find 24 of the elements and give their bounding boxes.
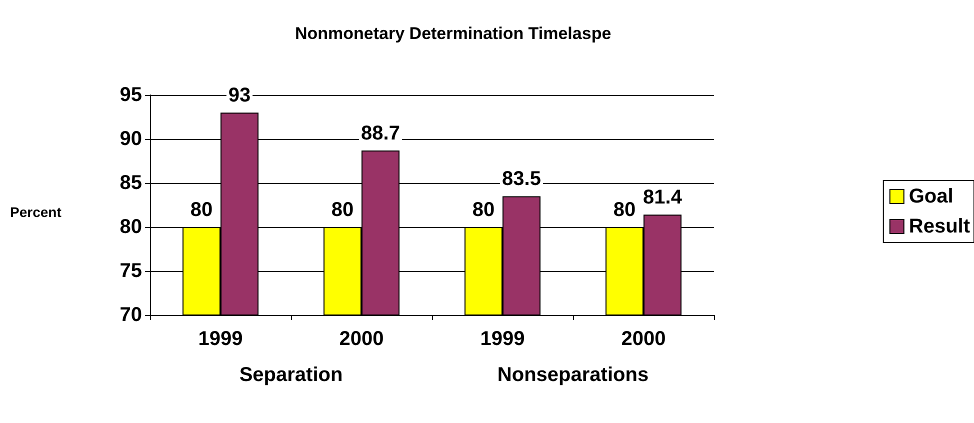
- data-label: 88.7: [361, 122, 400, 144]
- data-label: 80: [472, 199, 495, 221]
- x-tick-label: 2000: [339, 328, 384, 350]
- y-axis-title: Percent: [10, 204, 62, 220]
- chart-title: Nonmonetary Determination Timelaspe: [295, 24, 612, 43]
- x-tick-label: 1999: [198, 328, 243, 350]
- x-tick-label: 1999: [480, 328, 525, 350]
- y-tick-label: 70: [120, 304, 142, 326]
- data-label: 80: [613, 199, 636, 221]
- y-tick-label: 95: [120, 84, 142, 106]
- data-label: 80: [331, 199, 354, 221]
- data-label: 83.5: [502, 168, 541, 190]
- text: Separation: [239, 364, 343, 386]
- y-tick-label: 90: [120, 128, 142, 150]
- y-tick-label: 80: [120, 216, 142, 238]
- x-tick-label: 2000: [621, 328, 666, 350]
- y-tick-label: 85: [120, 172, 142, 194]
- legend-label: Result: [908, 216, 970, 238]
- y-tick-label: 75: [120, 260, 142, 282]
- data-label: 93: [228, 84, 251, 107]
- data-label: 81.4: [643, 186, 683, 209]
- text: Nonseparations: [497, 364, 649, 386]
- data-label: 80: [190, 199, 213, 221]
- legend-label: Goal: [908, 186, 954, 208]
